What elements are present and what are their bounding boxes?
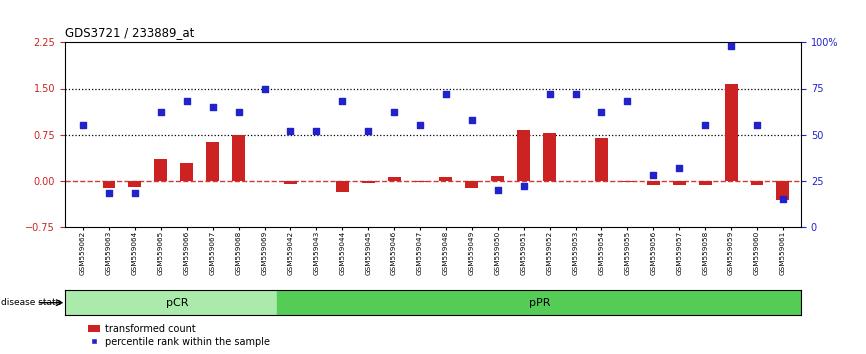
Bar	[102, 181, 115, 188]
Point	[180, 98, 194, 104]
Bar	[65, 290, 277, 315]
Point	[206, 104, 220, 110]
Bar	[543, 133, 556, 181]
Bar	[180, 163, 193, 181]
Point	[698, 122, 712, 128]
Bar	[517, 130, 530, 181]
Point	[517, 183, 531, 189]
Bar	[647, 181, 660, 185]
Point	[595, 110, 609, 115]
Bar	[621, 181, 634, 182]
Bar	[362, 181, 375, 183]
Bar	[439, 177, 452, 181]
Text: pCR: pCR	[166, 298, 189, 308]
Point	[620, 98, 634, 104]
Text: pPR: pPR	[528, 298, 550, 308]
Legend: transformed count, percentile rank within the sample: transformed count, percentile rank withi…	[85, 320, 274, 350]
Point	[128, 190, 142, 196]
Point	[361, 128, 375, 134]
Point	[724, 43, 738, 49]
Bar	[465, 181, 478, 188]
Point	[750, 122, 764, 128]
Point	[335, 98, 349, 104]
Bar	[699, 181, 712, 185]
Bar	[154, 159, 167, 181]
Bar	[232, 135, 245, 181]
Bar	[725, 84, 738, 181]
Bar	[777, 181, 790, 200]
Point	[569, 91, 583, 97]
Point	[776, 196, 790, 202]
Bar	[128, 181, 141, 187]
Text: disease state: disease state	[1, 298, 61, 307]
Point	[387, 110, 401, 115]
Point	[309, 128, 323, 134]
Point	[439, 91, 453, 97]
Point	[672, 165, 686, 171]
Bar	[206, 143, 219, 181]
Point	[102, 190, 116, 196]
Point	[491, 187, 505, 193]
Bar	[336, 181, 349, 192]
Point	[232, 110, 246, 115]
Bar	[388, 177, 401, 181]
Text: GDS3721 / 233889_at: GDS3721 / 233889_at	[65, 26, 194, 39]
Bar	[673, 181, 686, 185]
Point	[257, 86, 271, 91]
Point	[76, 122, 90, 128]
Point	[413, 122, 427, 128]
Point	[465, 117, 479, 122]
Point	[154, 110, 168, 115]
Point	[283, 128, 297, 134]
Point	[543, 91, 557, 97]
Point	[646, 172, 660, 178]
Bar	[284, 181, 297, 184]
Bar	[414, 181, 427, 182]
Bar	[491, 176, 504, 181]
Bar	[595, 138, 608, 181]
Bar	[751, 181, 764, 185]
Bar	[277, 290, 801, 315]
